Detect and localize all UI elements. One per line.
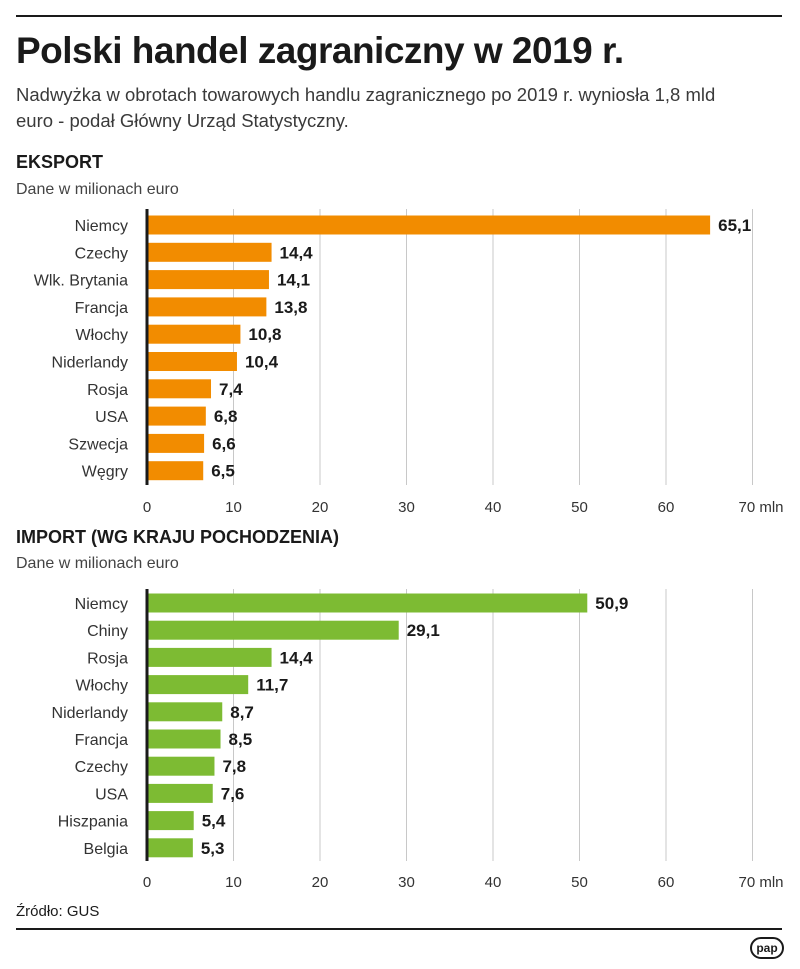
value-label: 6,6	[212, 434, 236, 453]
value-label: 13,8	[274, 298, 307, 317]
tick-label: 40	[485, 874, 502, 891]
source-note: Źródło: GUS	[16, 903, 100, 920]
value-label: 5,3	[201, 839, 225, 858]
value-label: 5,4	[202, 812, 226, 831]
value-label: 65,1	[718, 216, 751, 235]
bar	[147, 242, 272, 262]
bar	[147, 215, 711, 235]
tick-label: 0	[143, 874, 151, 891]
value-label: 7,6	[221, 784, 245, 803]
value-label: 14,1	[277, 271, 310, 290]
category-label: Rosja	[87, 382, 128, 399]
bar	[147, 647, 272, 667]
category-label: USA	[95, 786, 128, 803]
value-label: 7,4	[219, 380, 243, 399]
value-label: 6,8	[214, 407, 238, 426]
bar	[147, 379, 212, 399]
tick-label: 10	[225, 874, 242, 891]
value-label: 14,4	[280, 243, 314, 262]
import-bar-chart: Niemcy 50,9 Chiny 29,1 Rosja 14,4 Włochy 11,7 Ni…	[52, 589, 784, 891]
export-chart-title: EKSPORT	[16, 152, 104, 172]
tick-label: 0	[143, 499, 151, 516]
category-label: Włochy	[76, 327, 128, 344]
tick-label: 50	[571, 499, 588, 516]
category-label: Chiny	[87, 623, 128, 640]
category-label: Niemcy	[75, 596, 128, 613]
bottom-rule	[16, 928, 782, 930]
import-chart-title: IMPORT (WG KRAJU POCHODZENIA)	[16, 527, 339, 547]
tick-label: 70 mln	[739, 499, 784, 516]
bar	[147, 461, 204, 481]
category-label: Belgia	[84, 841, 129, 858]
bar	[147, 593, 588, 613]
top-rule	[16, 15, 782, 17]
tick-label: 40	[485, 499, 502, 516]
tick-label: 20	[312, 499, 329, 516]
bar	[147, 406, 206, 426]
tick-label: 30	[398, 874, 415, 891]
bar	[147, 270, 269, 290]
category-label: Węgry	[82, 464, 128, 481]
tick-label: 10	[225, 499, 242, 516]
category-label: Włochy	[76, 678, 128, 695]
page-title: Polski handel zagraniczny w 2019 r.	[16, 30, 624, 71]
value-label: 7,8	[222, 757, 246, 776]
value-label: 29,1	[407, 621, 440, 640]
bar	[147, 620, 399, 640]
category-label: Francja	[75, 732, 128, 749]
bar	[147, 297, 267, 317]
value-label: 14,4	[280, 648, 314, 667]
category-label: Rosja	[87, 650, 128, 667]
value-label: 11,7	[256, 676, 288, 695]
import-units-label: Dane w milionach euro	[16, 555, 179, 572]
bar	[147, 811, 194, 831]
value-label: 8,5	[229, 730, 253, 749]
tick-label: 50	[571, 874, 588, 891]
value-label: 8,7	[230, 703, 254, 722]
bar	[147, 729, 221, 749]
tick-label: 70 mln	[739, 874, 784, 891]
category-label: Szwecja	[68, 436, 128, 453]
value-label: 50,9	[595, 594, 628, 613]
bar	[147, 702, 223, 722]
category-label: Hiszpania	[58, 814, 128, 831]
value-label: 10,4	[245, 353, 279, 372]
category-label: Czechy	[75, 245, 128, 262]
bar	[147, 324, 241, 344]
tick-label: 20	[312, 874, 329, 891]
tick-label: 30	[398, 499, 415, 516]
tick-label: 60	[658, 874, 675, 891]
bar	[147, 783, 213, 803]
value-label: 10,8	[248, 325, 281, 344]
category-label: Niderlandy	[52, 355, 128, 372]
category-label: Niderlandy	[52, 705, 128, 722]
export-bar-chart: Niemcy 65,1 Czechy 14,4 Wlk. Brytania 14,1 Fra…	[34, 209, 784, 516]
subtitle: Nadwyżka w obrotach towarowych handlu za…	[16, 84, 716, 131]
bar	[147, 756, 215, 776]
bar	[147, 675, 249, 695]
value-label: 6,5	[211, 462, 235, 481]
category-label: Wlk. Brytania	[34, 273, 128, 290]
bar	[147, 838, 193, 858]
bar	[147, 352, 237, 371]
bar	[147, 433, 205, 453]
category-label: Niemcy	[75, 218, 128, 235]
pap-logo: pap	[750, 937, 784, 959]
category-label: USA	[95, 409, 128, 426]
tick-label: 60	[658, 499, 675, 516]
category-label: Czechy	[75, 759, 128, 776]
category-label: Francja	[75, 300, 128, 317]
export-units-label: Dane w milionach euro	[16, 181, 179, 198]
